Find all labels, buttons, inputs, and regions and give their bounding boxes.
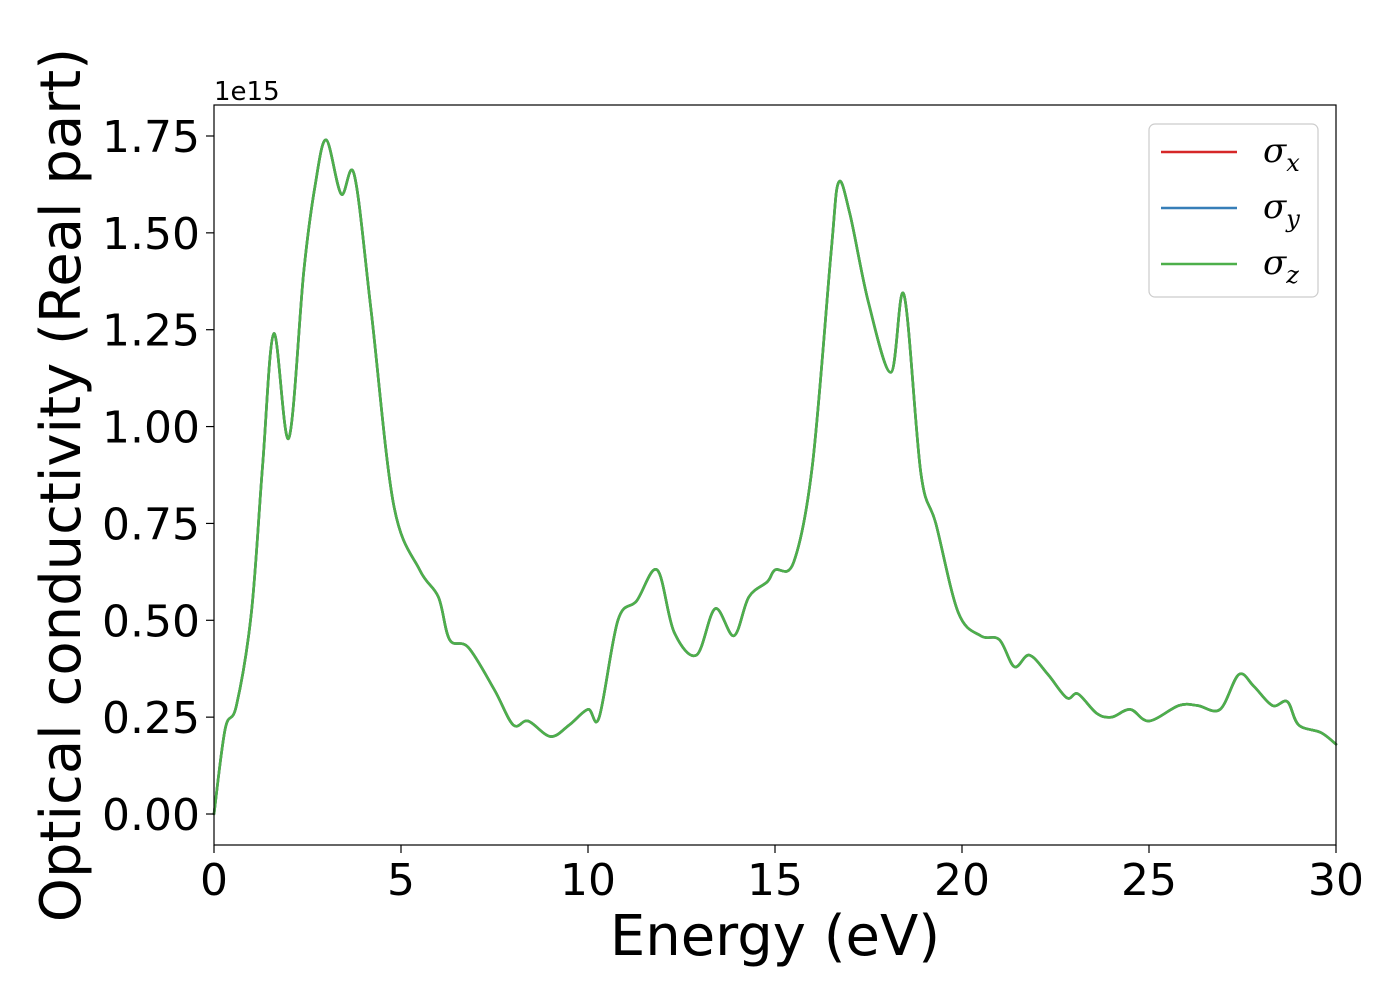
x-axis-ticks: 0 5 10 15 20 25 30 [200,845,1364,906]
legend-entry-label: σz [1263,243,1299,289]
legend-box [1148,123,1319,298]
x-axis-label: Energy (eV) [610,904,940,969]
y-tick-label: 1.25 [102,306,200,357]
legend-entry-label: σy [1263,187,1300,233]
x-tick-label: 25 [1121,855,1177,906]
series-line-σz [212,138,1338,816]
legend-subscript: y [1285,205,1300,233]
series-layer [212,138,1338,816]
y-tick-label: 1.50 [102,209,200,260]
y-tick-label: 1.75 [102,112,200,163]
x-tick-label: 15 [747,855,803,906]
legend-symbol: σ [1263,243,1287,283]
y-tick-label: 0.75 [102,499,200,550]
legend-subscript: z [1285,261,1299,289]
y-axis-offset-text: 1e15 [214,77,280,107]
y-tick-label: 0.00 [102,790,200,841]
legend-subscript: x [1286,149,1300,177]
y-tick-label: 0.25 [102,693,200,744]
legend-entry-label: σx [1263,131,1300,177]
x-tick-label: 20 [934,855,990,906]
legend-symbol: σ [1263,187,1287,227]
x-tick-label: 5 [387,855,415,906]
x-tick-label: 0 [200,855,228,906]
x-tick-label: 30 [1308,855,1364,906]
y-tick-label: 0.50 [102,596,200,647]
y-axis-label: Optical conductivity (Real part) [29,48,94,922]
x-tick-label: 10 [560,855,616,906]
y-axis-ticks: 0.00 0.25 0.50 0.75 1.00 1.25 1.50 1.75 [102,112,214,841]
legend-symbol: σ [1263,131,1287,171]
y-tick-label: 1.00 [102,403,200,454]
